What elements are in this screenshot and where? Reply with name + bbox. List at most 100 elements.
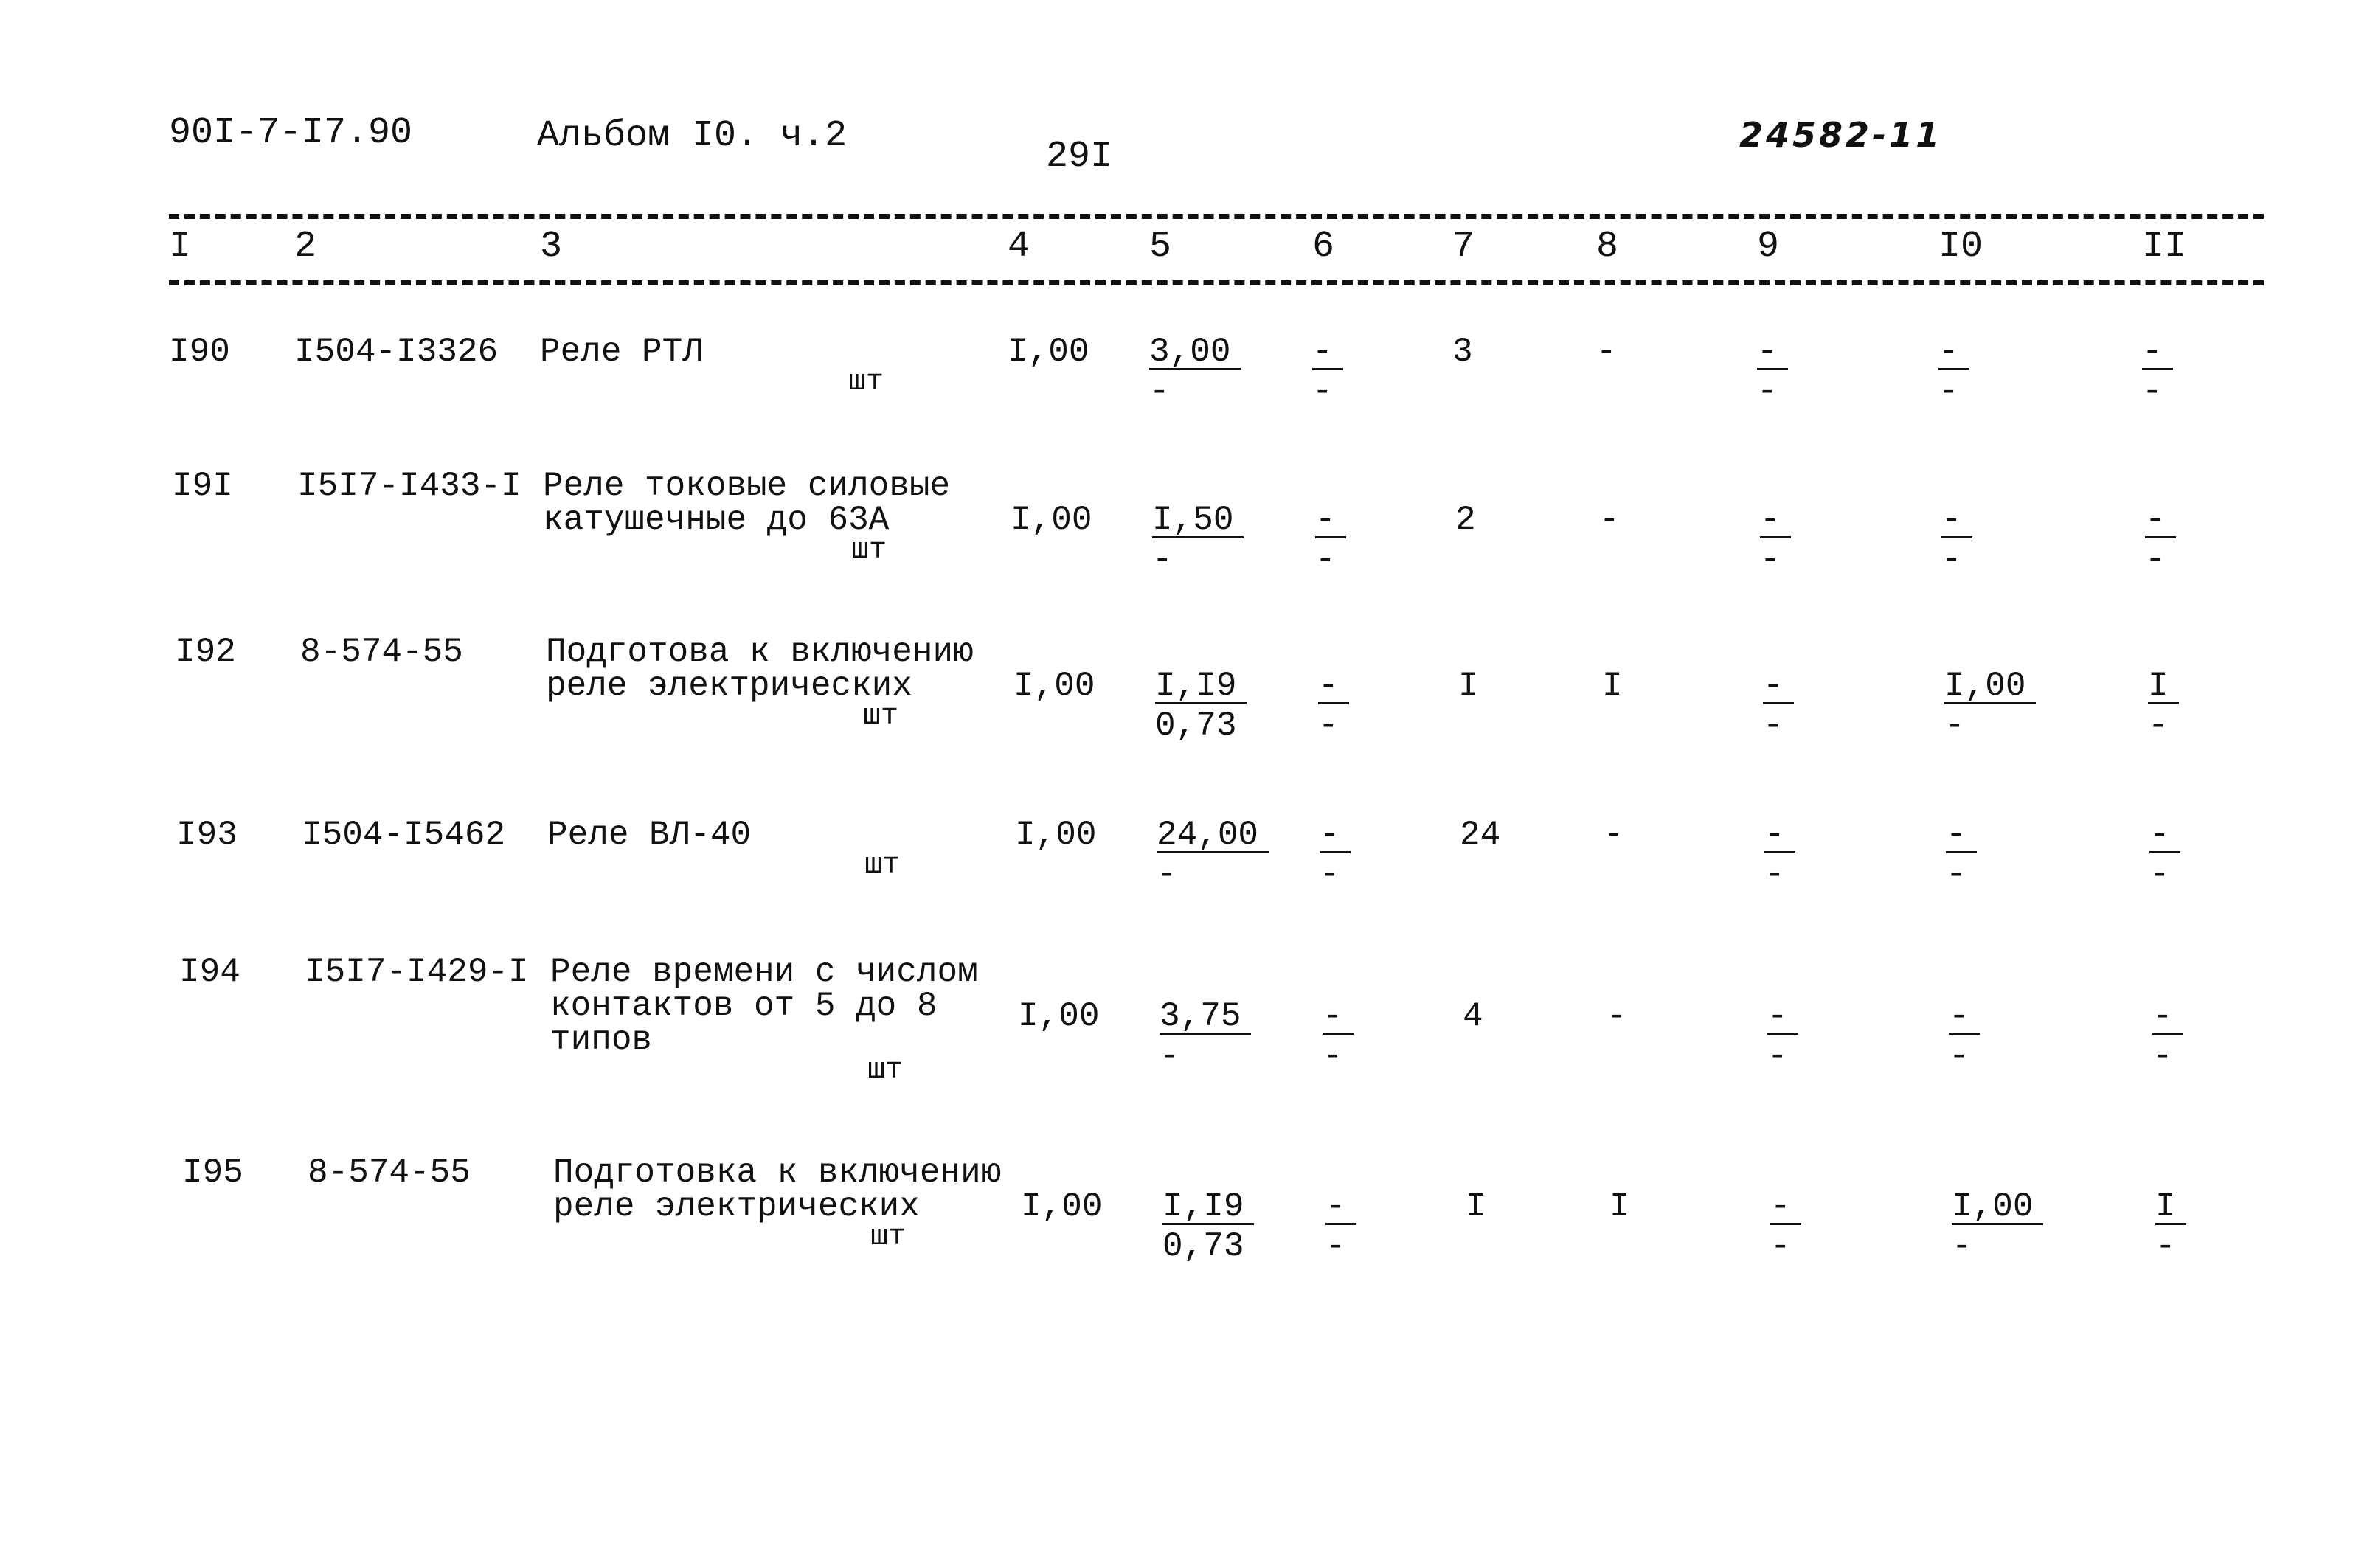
fraction-bottom: -: [1325, 1227, 1346, 1266]
fraction-top: I,I9: [1155, 669, 1247, 704]
col7-value: 4: [1463, 997, 1483, 1035]
fraction-top: -: [1325, 1190, 1356, 1225]
col8-value: I: [1602, 667, 1623, 705]
row-number: I9I: [172, 467, 233, 505]
fraction-top: -: [1760, 503, 1791, 538]
fraction-top: -: [1949, 999, 1980, 1035]
header-divider-bottom: [169, 280, 2264, 285]
fraction-bottom: -: [2152, 1037, 2173, 1075]
fraction-bottom: -: [1757, 372, 1778, 411]
fraction-bottom: -: [2145, 541, 2166, 579]
column-header: 4: [1008, 226, 1030, 268]
col11-value: --: [2145, 503, 2176, 581]
quantity-value: I,00: [1018, 997, 1100, 1035]
col5-value: 3,00-: [1149, 335, 1241, 413]
fraction-bottom: -: [1323, 1037, 1343, 1075]
item-code: I5I7-I433-I: [297, 467, 521, 505]
col10-value: I,00-: [1944, 669, 2037, 747]
item-code: I504-I3326: [294, 333, 499, 371]
fraction-top: -: [1763, 669, 1794, 704]
fraction-bottom: -: [2149, 856, 2170, 894]
fraction-bottom: -: [1760, 541, 1781, 579]
fraction-bottom: -: [1952, 1227, 1972, 1266]
fraction-top: -: [2152, 999, 2183, 1035]
fraction-top: I,00: [1952, 1190, 2044, 1225]
col8-value: -: [1607, 997, 1627, 1035]
col11-value: I-: [2155, 1190, 2186, 1268]
col10-value: I,00-: [1952, 1190, 2044, 1268]
unit-label: шт: [867, 1054, 904, 1087]
column-header: 2: [294, 226, 317, 268]
fraction-top: -: [1770, 1190, 1801, 1225]
col7-value: 24: [1460, 816, 1501, 854]
col8-value: I: [1609, 1187, 1630, 1226]
row-number: I92: [175, 633, 236, 671]
fraction-bottom: -: [2155, 1227, 2176, 1266]
unit-label: шт: [848, 366, 884, 399]
col11-value: I-: [2148, 669, 2179, 747]
col10-value: --: [1949, 999, 1980, 1078]
fraction-top: -: [1318, 669, 1349, 704]
col9-value: --: [1763, 669, 1794, 747]
fraction-top: -: [1764, 818, 1795, 853]
row-number: I93: [176, 816, 238, 854]
quantity-value: I,00: [1008, 333, 1089, 371]
fraction-bottom: 0,73: [1155, 707, 1237, 745]
col6-value: --: [1315, 503, 1346, 581]
column-header: 9: [1757, 226, 1780, 268]
document-code: 90I-7-I7.90: [169, 112, 413, 154]
column-header: 5: [1149, 226, 1172, 268]
column-header: 7: [1452, 226, 1475, 268]
header-divider-top: [169, 214, 2264, 219]
item-code: I5I7-I429-I: [305, 953, 529, 991]
fraction-top: I: [2148, 669, 2179, 704]
item-name-line: реле электрических: [546, 667, 912, 705]
row-number: I95: [182, 1154, 243, 1192]
fraction-top: 3,00: [1149, 335, 1241, 370]
fraction-bottom: -: [1941, 541, 1962, 579]
col8-value: -: [1599, 501, 1620, 539]
fraction-bottom: -: [2148, 707, 2169, 745]
fraction-bottom: -: [1318, 707, 1339, 745]
fraction-top: 24,00: [1157, 818, 1269, 853]
item-name-line: Реле токовые силовые: [543, 467, 951, 505]
fraction-top: -: [1767, 999, 1798, 1035]
item-code: 8-574-55: [300, 633, 463, 671]
quantity-value: I,00: [1021, 1187, 1103, 1226]
fraction-bottom: -: [1157, 856, 1177, 894]
col7-value: I: [1466, 1187, 1486, 1226]
item-code: I504-I5462: [302, 816, 506, 854]
fraction-bottom: -: [1160, 1037, 1180, 1075]
column-header: 8: [1596, 226, 1619, 268]
column-header: II: [2142, 226, 2187, 268]
fraction-top: -: [2149, 818, 2180, 853]
col5-value: I,50-: [1152, 503, 1244, 581]
fraction-top: I,00: [1944, 669, 2037, 704]
album-label: Альбом I0. ч.2: [537, 115, 848, 157]
col8-value: -: [1596, 333, 1617, 371]
fraction-bottom: -: [1149, 372, 1170, 411]
fraction-bottom: -: [1767, 1037, 1788, 1075]
item-name-line: Подготова к включению: [546, 633, 974, 671]
item-name-line: Реле ВЛ-40: [547, 816, 752, 854]
item-name-line: Подготовка к включению: [553, 1154, 1002, 1192]
fraction-top: I,50: [1152, 503, 1244, 538]
fraction-bottom: -: [1944, 707, 1965, 745]
fraction-top: -: [1312, 335, 1343, 370]
col10-value: --: [1941, 503, 1972, 581]
col9-value: --: [1764, 818, 1795, 896]
col8-value: -: [1604, 816, 1624, 854]
column-header: 6: [1312, 226, 1335, 268]
fraction-top: -: [2142, 335, 2173, 370]
col5-value: 3,75-: [1160, 999, 1252, 1078]
fraction-bottom: -: [1320, 856, 1340, 894]
fraction-bottom: -: [2142, 372, 2163, 411]
item-name-line: Реле РТЛ: [540, 333, 703, 371]
col11-value: --: [2142, 335, 2173, 413]
unit-label: шт: [851, 534, 887, 567]
item-code: 8-574-55: [308, 1154, 471, 1192]
row-number: I94: [179, 953, 240, 991]
fraction-bottom: 0,73: [1162, 1227, 1244, 1266]
fraction-top: -: [1315, 503, 1346, 538]
fraction-top: -: [1941, 503, 1972, 538]
